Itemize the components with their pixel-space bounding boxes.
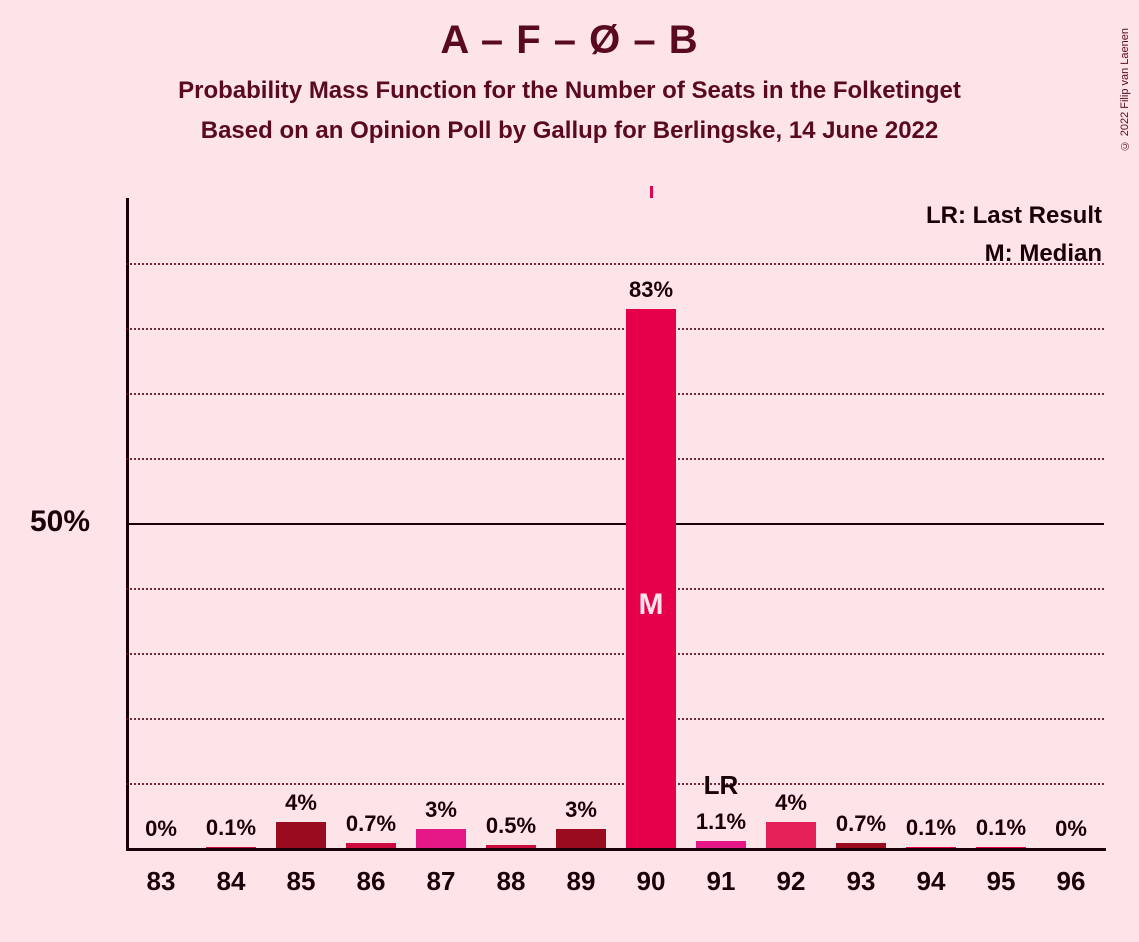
- bar-value-label: 0%: [1055, 816, 1087, 842]
- bar: [276, 822, 326, 848]
- bar: [346, 843, 396, 848]
- bar-value-label: 3%: [565, 797, 597, 823]
- bar: [626, 309, 676, 849]
- bar-value-label: 1.1%: [696, 809, 746, 835]
- bar-value-label: 0.7%: [836, 811, 886, 837]
- bar: [206, 847, 256, 848]
- bar-value-label: 83%: [629, 277, 673, 303]
- x-axis-tick-label: 90: [637, 866, 666, 897]
- bar-value-label: 0.7%: [346, 811, 396, 837]
- bar-value-label: 0.1%: [206, 815, 256, 841]
- bar: [976, 847, 1026, 848]
- x-axis-tick-label: 83: [147, 866, 176, 897]
- bar: [906, 847, 956, 848]
- x-axis-tick-label: 91: [707, 866, 736, 897]
- x-axis-tick-label: 92: [777, 866, 806, 897]
- bar-value-label: 0.1%: [976, 815, 1026, 841]
- x-axis-tick-label: 85: [287, 866, 316, 897]
- chart-title: A – F – Ø – B: [0, 18, 1139, 63]
- x-axis-tick-label: 89: [567, 866, 596, 897]
- median-marker: M: [639, 588, 664, 622]
- bar: [836, 843, 886, 848]
- bar-value-label: 4%: [775, 790, 807, 816]
- chart-subtitle-2: Based on an Opinion Poll by Gallup for B…: [0, 117, 1139, 145]
- x-axis-tick-label: 93: [847, 866, 876, 897]
- copyright-text: © 2022 Filip van Laenen: [1119, 28, 1131, 151]
- plot-area: 0% 0.1% 4% 0.7% 3% 0.5% 3% 83% 1.1% 4% 0.7% 0.1% 0.1…: [126, 198, 1106, 848]
- x-axis-tick-label: 84: [217, 866, 246, 897]
- bar-value-label: 4%: [285, 790, 317, 816]
- bar: [416, 829, 466, 849]
- y-axis-label-50: 50%: [0, 505, 90, 539]
- x-axis-tick-label: 96: [1057, 866, 1086, 897]
- bar: [766, 822, 816, 848]
- chart-subtitle-1: Probability Mass Function for the Number…: [0, 77, 1139, 105]
- bar: [696, 841, 746, 848]
- x-axis-tick-label: 95: [987, 866, 1016, 897]
- x-axis-tick-label: 88: [497, 866, 526, 897]
- bar: [556, 829, 606, 849]
- bar-value-label: 0%: [145, 816, 177, 842]
- bar-value-label: 0.5%: [486, 813, 536, 839]
- x-axis-tick-label: 86: [357, 866, 386, 897]
- x-axis: [126, 848, 1106, 851]
- bar-value-label: 0.1%: [906, 815, 956, 841]
- x-axis-tick-label: 94: [917, 866, 946, 897]
- bar: [486, 845, 536, 848]
- median-tick: [650, 186, 653, 198]
- lr-marker: LR: [704, 770, 739, 801]
- chart-area: 50% LR: Last Result M: Median 0%0.1%4%0.…: [100, 198, 1110, 888]
- x-axis-tick-label: 87: [427, 866, 456, 897]
- bar-value-label: 3%: [425, 797, 457, 823]
